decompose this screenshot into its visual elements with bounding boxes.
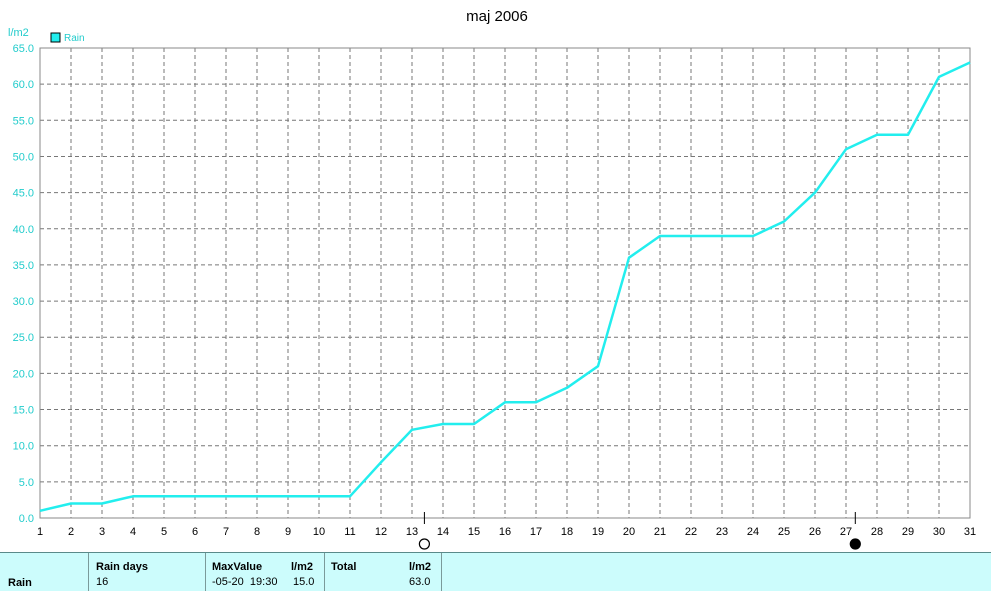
y-tick-label: 65.0 [13, 43, 34, 55]
x-tick-label: 4 [130, 526, 136, 538]
y-tick-label: 40.0 [13, 224, 34, 236]
summary-row-label: Rain [8, 577, 32, 589]
x-tick-label: 30 [933, 526, 945, 538]
x-tick-label: 15 [468, 526, 480, 538]
maxvalue-time: -05-20 19:30 [212, 576, 278, 588]
x-tick-label: 12 [375, 526, 387, 538]
y-tick-label: 15.0 [13, 405, 34, 417]
x-tick-label: 3 [99, 526, 105, 538]
x-tick-label: 24 [747, 526, 759, 538]
x-tick-label: 28 [871, 526, 883, 538]
x-tick-label: 17 [530, 526, 542, 538]
rain-days-value: 16 [96, 576, 109, 588]
total-header: Total [331, 561, 357, 573]
x-tick-label: 25 [778, 526, 790, 538]
x-tick-label: 7 [223, 526, 229, 538]
x-tick-label: 9 [285, 526, 291, 538]
x-tick-label: 16 [499, 526, 511, 538]
y-tick-label: 25.0 [13, 332, 34, 344]
legend-swatch-rain [50, 32, 61, 43]
y-tick-label: 30.0 [13, 296, 34, 308]
x-tick-label: 2 [68, 526, 74, 538]
x-tick-label: 8 [254, 526, 260, 538]
x-tick-label: 14 [437, 526, 449, 538]
x-tick-label: 26 [809, 526, 821, 538]
y-tick-label: 35.0 [13, 260, 34, 272]
legend: Rain [50, 32, 85, 44]
y-axis: 0.0 5.0 10.0 15.0 20.0 25.0 30.0 35.0 40.0 45.0 50… [13, 43, 34, 525]
rain-chart: maj 2006 l/m2 Rain 0.0 5.0 10.0 15.0 20.0 25.… [8, 8, 976, 550]
grid [40, 48, 970, 518]
rain-days-header: Rain days [96, 561, 148, 573]
x-tick-label: 21 [654, 526, 666, 538]
x-tick-label: 19 [592, 526, 604, 538]
x-tick-label: 1 [37, 526, 43, 538]
plot-frame [39, 47, 971, 519]
y-axis-label: l/m2 [8, 27, 29, 39]
maxvalue-unit: l/m2 [291, 561, 314, 573]
series-line-rain [39, 61, 971, 513]
x-tick-label: 5 [161, 526, 167, 538]
x-axis: 1 2 3 4 5 6 7 8 9 10 11 12 13 14 15 16 17 18 19 20 21 22 23 24 2… [37, 526, 976, 538]
y-tick-label: 60.0 [13, 79, 34, 91]
new-moon-icon [849, 538, 861, 550]
moon-phase-markers [418, 512, 861, 550]
summary-table: Rain Rain days 16 MaxValue l/m2 -05-20 1… [0, 552, 991, 591]
total-value: 63.0 [409, 576, 431, 588]
y-tick-label: 20.0 [13, 368, 34, 380]
y-tick-label: 0.0 [19, 513, 34, 525]
x-tick-label: 27 [840, 526, 852, 538]
full-moon-icon [418, 538, 430, 550]
x-tick-label: 29 [902, 526, 914, 538]
y-tick-label: 45.0 [13, 188, 34, 200]
x-tick-label: 10 [313, 526, 325, 538]
x-tick-label: 18 [561, 526, 573, 538]
x-tick-label: 13 [406, 526, 418, 538]
series-rain [39, 61, 971, 513]
x-tick-label: 23 [716, 526, 728, 538]
y-tick-label: 50.0 [13, 151, 34, 163]
maxvalue-value: 15.0 [293, 576, 315, 588]
legend-label-rain: Rain [64, 33, 85, 44]
y-tick-label: 55.0 [13, 115, 34, 127]
chart-title: maj 2006 [466, 8, 528, 25]
x-tick-label: 6 [192, 526, 198, 538]
x-tick-label: 22 [685, 526, 697, 538]
x-tick-label: 20 [623, 526, 635, 538]
y-tick-label: 5.0 [19, 477, 34, 489]
total-unit: l/m2 [409, 561, 432, 573]
x-tick-label: 31 [964, 526, 976, 538]
maxvalue-header: MaxValue [212, 561, 263, 573]
x-tick-label: 11 [344, 526, 355, 538]
y-tick-label: 10.0 [13, 441, 34, 453]
